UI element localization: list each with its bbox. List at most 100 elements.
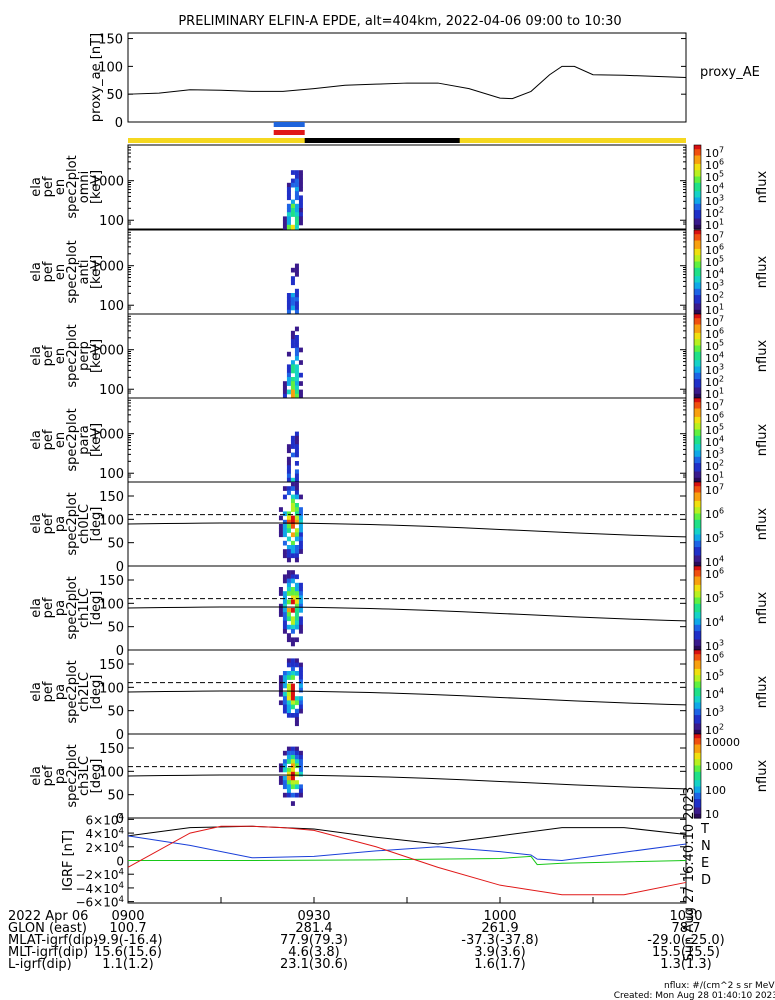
spectrogram-cell xyxy=(282,763,287,769)
spectrogram-cell xyxy=(282,679,287,685)
colorbar-segment xyxy=(694,463,701,466)
colorbar-segment xyxy=(694,587,701,590)
colorbar-tick-label: 105 xyxy=(705,339,724,353)
footer-value: 1.1(1.2) xyxy=(102,957,154,972)
spectrogram-cell xyxy=(294,507,299,512)
spectrogram-cell xyxy=(290,343,295,349)
created-stamp: Created: Mon Aug 28 01:40:10 2023 xyxy=(614,991,775,1000)
spectrogram-cell xyxy=(290,780,295,785)
spectrogram-cell xyxy=(290,545,295,550)
colorbar-segment xyxy=(694,182,701,186)
spectrogram-cell xyxy=(294,301,299,307)
spectrogram-cell xyxy=(290,616,295,622)
spectrogram-cell xyxy=(298,187,303,192)
spectrogram-cell xyxy=(298,549,303,554)
spectrogram-cell xyxy=(278,780,283,785)
panel-ylabel: pa xyxy=(53,768,68,784)
spectrogram-cell xyxy=(286,692,291,697)
y-tick-label: 50 xyxy=(106,88,123,103)
colorbar-segment xyxy=(694,509,701,512)
spectrogram-cell xyxy=(286,792,291,798)
spectrogram-cell xyxy=(298,195,303,201)
footer-value: 1030 xyxy=(669,909,702,924)
spectrogram-cell xyxy=(290,178,295,184)
blue-bar xyxy=(273,122,305,127)
colorbar-tick-label: 104 xyxy=(705,435,724,449)
colorbar-segment xyxy=(694,155,701,159)
spectrogram-cell xyxy=(298,687,303,693)
colorbar-segment xyxy=(694,771,701,775)
spectrogram-cell xyxy=(298,700,303,706)
colorbar-segment xyxy=(694,170,701,173)
colorbar-segment xyxy=(694,624,701,628)
spectrogram-cell xyxy=(290,212,295,217)
spectrogram-cell xyxy=(294,755,299,760)
colorbar-tick-label: 103 xyxy=(705,447,724,461)
spectrogram-cell xyxy=(286,553,291,559)
spectrogram-cell xyxy=(294,393,299,399)
spectrogram-cell xyxy=(298,494,303,500)
colorbar-segment xyxy=(694,555,701,559)
colorbar-unit: nflux xyxy=(755,592,770,625)
spectrogram-cell xyxy=(294,347,299,353)
colorbar-unit: nflux xyxy=(755,171,770,204)
spectrogram-cell xyxy=(298,679,303,685)
y-tick-label: −6×104 xyxy=(75,895,124,910)
spectrogram-cell xyxy=(298,675,303,680)
spectrogram-cell xyxy=(286,637,291,643)
colorbar-segment xyxy=(694,402,701,405)
spectrogram-cell xyxy=(290,208,295,213)
colorbar-segment xyxy=(694,755,701,758)
colorbar-segment xyxy=(694,805,701,809)
panel-ylabel: ela xyxy=(29,514,44,534)
spectrogram-cell xyxy=(282,784,287,790)
colorbar-segment xyxy=(694,532,701,536)
spectrogram-cell xyxy=(286,305,291,311)
colorbar-segment xyxy=(694,528,701,531)
colorbar-segment xyxy=(694,412,701,416)
spectrogram-cell xyxy=(290,587,295,592)
spectrogram-cell xyxy=(286,182,291,188)
panel-frame xyxy=(127,649,687,735)
igrf-legend-label: T xyxy=(700,822,709,837)
spectrogram-cell xyxy=(286,713,291,718)
panel-ylabel: spec2plot xyxy=(65,324,80,387)
spectrogram-cell xyxy=(294,708,299,714)
spectrogram-cell xyxy=(286,456,291,462)
colorbar-segment xyxy=(694,290,701,294)
colorbar-segment xyxy=(694,727,701,731)
colorbar-segment xyxy=(694,301,701,305)
colorbar-segment xyxy=(694,742,701,746)
footer-value: 15.6(15.6) xyxy=(94,945,162,960)
colorbar-segment xyxy=(694,479,701,483)
spectrogram-cell xyxy=(278,532,283,538)
colorbar-segment xyxy=(694,193,701,196)
spectrogram-cell xyxy=(282,595,287,601)
spectrogram-cell xyxy=(298,616,303,622)
spectrogram-cell xyxy=(294,759,299,764)
colorbar-segment xyxy=(694,503,701,506)
spectrogram-cell xyxy=(298,381,303,386)
colorbar-segment xyxy=(694,230,701,233)
y-tick-label: 50 xyxy=(107,789,124,804)
colorbar-segment xyxy=(694,713,701,716)
spectrogram-cell xyxy=(294,616,299,622)
spectrogram-cell xyxy=(282,494,287,500)
colorbar-segment xyxy=(694,465,701,468)
colorbar-segment xyxy=(694,199,701,203)
colorbar-tick-label: 104 xyxy=(705,615,724,629)
spectrogram-cell xyxy=(294,545,299,550)
spectrogram-cell xyxy=(290,687,295,693)
colorbar-segment xyxy=(694,530,701,533)
spectrogram-cell xyxy=(286,608,291,613)
spectrogram-cell xyxy=(290,339,295,344)
spectrogram-cell xyxy=(294,784,299,790)
spectrogram-cell xyxy=(286,364,291,370)
panel-frame xyxy=(127,313,687,399)
colorbar-segment xyxy=(694,505,701,508)
spectrogram-cell xyxy=(286,582,291,588)
spectrogram-cell xyxy=(282,683,287,689)
y-tick-label: −4×104 xyxy=(75,881,124,896)
panel-frame xyxy=(127,481,687,567)
